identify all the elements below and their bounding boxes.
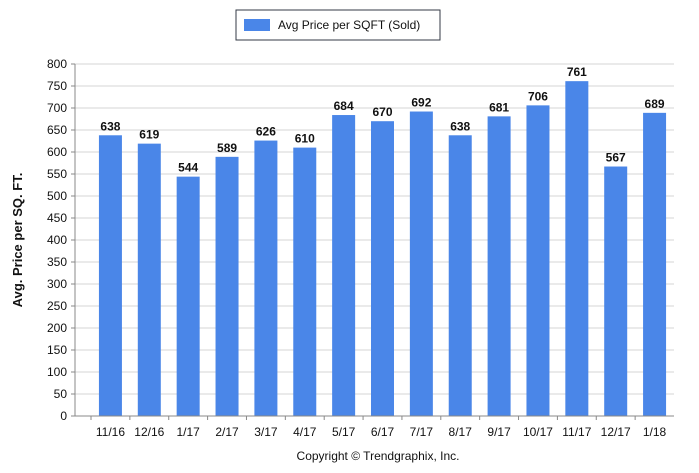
data-label: 761 [567, 65, 587, 79]
x-tick-label: 12/17 [601, 425, 631, 439]
bar [526, 105, 550, 417]
x-tick-label: 2/17 [215, 425, 239, 439]
data-label: 610 [295, 132, 315, 146]
data-label: 567 [606, 151, 626, 165]
data-label: 638 [450, 119, 470, 133]
y-tick-label: 200 [47, 321, 67, 335]
y-tick-label: 150 [47, 343, 67, 357]
x-tick-label: 5/17 [332, 425, 356, 439]
x-tick-label: 12/16 [134, 425, 164, 439]
y-tick-label: 650 [47, 123, 67, 137]
y-tick-label: 250 [47, 299, 67, 313]
bar [371, 121, 394, 416]
y-tick-label: 100 [47, 365, 67, 379]
y-tick-label: 400 [47, 233, 67, 247]
y-axis-ticks: 0 50 100 150 200 250 300 350 400 450 500 550 600 650 7… [47, 57, 75, 423]
data-label: 619 [139, 128, 159, 142]
x-tick-label: 6/17 [371, 425, 395, 439]
bar [604, 166, 628, 416]
data-label: 681 [489, 100, 509, 114]
data-labels: 638 619 544 589 626 610 684 670 692 638 681 706 761 5… [100, 65, 664, 174]
x-tick-label: 3/17 [254, 425, 278, 439]
bar [215, 156, 239, 416]
data-label: 689 [645, 97, 665, 111]
bar [565, 81, 589, 416]
data-label: 670 [372, 105, 392, 119]
legend-entry: Avg Price per SQFT (Sold) [278, 18, 420, 32]
x-tick-label: 11/16 [96, 425, 125, 439]
bar [98, 135, 122, 416]
x-tick-label: 11/17 [562, 425, 591, 439]
y-tick-label: 0 [60, 409, 67, 423]
x-tick-label: 4/17 [293, 425, 317, 439]
legend: Avg Price per SQFT (Sold) [235, 9, 441, 41]
data-label: 626 [256, 125, 276, 139]
bar [254, 140, 278, 416]
x-tick-label: 9/17 [487, 425, 511, 439]
x-tick-label: 7/17 [410, 425, 434, 439]
x-tick-label: 1/18 [643, 425, 667, 439]
y-tick-label: 800 [47, 57, 67, 71]
y-tick-label: 700 [47, 101, 67, 115]
y-tick-label: 500 [47, 189, 67, 203]
copyright-text: Copyright © Trendgraphix, Inc. [297, 449, 460, 463]
x-axis-ticks: 11/16 12/16 1/17 2/17 3/17 4/17 5/17 6/17 7/17 8/… [90, 416, 667, 439]
y-axis-label: Avg. Price per SQ. FT. [10, 173, 25, 308]
legend-swatch [244, 19, 270, 31]
y-tick-label: 750 [47, 79, 67, 93]
y-tick-label: 450 [47, 211, 67, 225]
data-label: 638 [100, 119, 120, 133]
y-tick-label: 600 [47, 145, 67, 159]
data-label: 589 [217, 141, 237, 155]
data-label: 692 [411, 96, 431, 110]
bar [332, 115, 356, 416]
bar [448, 135, 472, 416]
x-tick-label: 1/17 [176, 425, 200, 439]
bars [98, 81, 667, 417]
y-tick-label: 550 [47, 167, 67, 181]
y-tick-label: 350 [47, 255, 67, 269]
bar [487, 116, 511, 417]
x-tick-label: 8/17 [449, 425, 473, 439]
data-label: 544 [178, 161, 198, 175]
bar [176, 176, 200, 416]
data-label: 684 [334, 99, 354, 113]
x-tick-label: 10/17 [523, 425, 553, 439]
bar [293, 147, 317, 416]
bar [137, 143, 161, 416]
data-label: 706 [528, 89, 548, 103]
bar [409, 111, 433, 417]
y-tick-label: 50 [54, 387, 68, 401]
bar [643, 112, 667, 416]
y-tick-label: 300 [47, 277, 67, 291]
